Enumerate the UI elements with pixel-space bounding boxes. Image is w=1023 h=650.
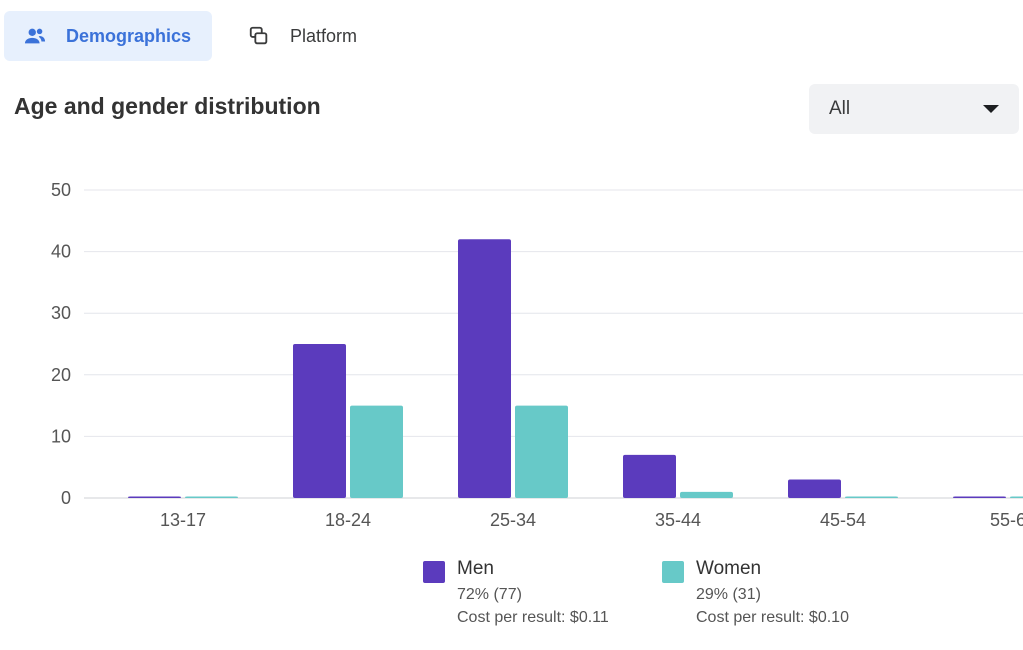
x-tick-label: 25-34: [490, 510, 536, 530]
filter-dropdown[interactable]: All: [809, 84, 1019, 134]
age-gender-bar-chart: 0 10 20 30 40 50 13-17 18-24 25-34 35-44 45-54 55-6: [51, 180, 1023, 530]
filter-dropdown-value: All: [829, 98, 851, 119]
legend-cost-women: Cost per result: $0.10: [696, 609, 849, 626]
y-tick-label: 10: [51, 426, 71, 446]
tab-platform-label: Platform: [290, 25, 358, 46]
section-title: Age and gender distribution: [14, 93, 321, 119]
y-tick-label: 30: [51, 303, 71, 323]
tab-bar: Demographics Platform: [4, 11, 371, 61]
x-tick-label: 18-24: [325, 510, 371, 530]
x-tick-label: 13-17: [160, 510, 206, 530]
bar-men-35-44: [623, 454, 676, 498]
legend-swatch-women: [662, 561, 684, 583]
y-tick-label: 20: [51, 365, 71, 385]
legend-cost-men: Cost per result: $0.11: [457, 609, 609, 626]
legend-item-men[interactable]: Men 72% (77) Cost per result: $0.11: [423, 558, 653, 638]
legend-name-men: Men: [457, 558, 494, 579]
tab-demographics-label: Demographics: [66, 25, 192, 46]
caret-down-icon: [983, 105, 999, 113]
people-icon: [24, 25, 46, 47]
bar-women-25-34: [515, 405, 568, 498]
bar-men-25-34: [458, 239, 511, 498]
legend-share-men: 72% (77): [457, 586, 522, 603]
y-tick-label: 40: [51, 242, 71, 262]
x-tick-label: 35-44: [655, 510, 701, 530]
legend-swatch-men: [423, 561, 445, 583]
y-tick-label: 0: [61, 488, 71, 508]
bar-women-45-54: [845, 496, 898, 498]
x-tick-label: 45-54: [820, 510, 866, 530]
legend-share-women: 29% (31): [696, 586, 761, 603]
bar-men-18-24: [293, 344, 346, 498]
bar-women-35-44: [680, 491, 733, 498]
bar-women-55-6: [1010, 496, 1023, 498]
tab-platform[interactable]: Platform: [226, 11, 371, 61]
bar-men-13-17: [128, 496, 181, 498]
bar-women-18-24: [350, 405, 403, 498]
bar-women-13-17: [185, 496, 238, 498]
y-tick-label: 50: [51, 180, 71, 200]
bar-men-45-54: [788, 479, 841, 498]
tab-demographics[interactable]: Demographics: [4, 11, 212, 61]
bar-men-55-6: [953, 496, 1006, 498]
x-tick-label: 55-6: [990, 510, 1023, 530]
legend-name-women: Women: [696, 558, 762, 579]
platform-icon: [248, 25, 270, 47]
legend-item-women[interactable]: Women 29% (31) Cost per result: $0.10: [662, 558, 892, 638]
